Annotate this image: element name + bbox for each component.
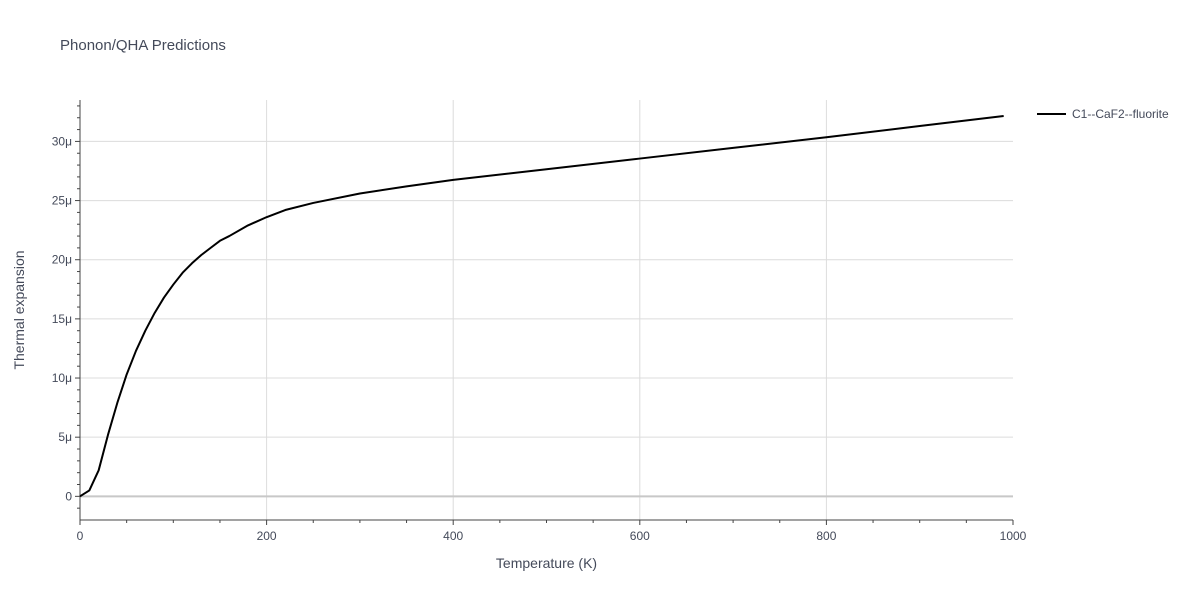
grid	[80, 100, 1013, 520]
y-tick-label: 15μ	[52, 312, 72, 326]
x-tick-label: 400	[443, 529, 463, 543]
chart-title: Phonon/QHA Predictions	[60, 37, 226, 54]
plot-area	[79, 114, 1004, 498]
axes: 0 200 400 600 800 1000 0 5μ 10μ 15μ 20μ 25μ 30μ	[52, 100, 1027, 543]
x-tick-label: 800	[816, 529, 836, 543]
y-axis-title: Thermal expansion	[11, 250, 27, 369]
x-tick-label: 200	[257, 529, 277, 543]
x-tick-label: 600	[630, 529, 650, 543]
legend-label: C1--CaF2--fluorite	[1072, 107, 1169, 121]
y-tick-label: 5μ	[58, 430, 72, 444]
x-tick-label: 0	[77, 529, 84, 543]
x-tick-label: 1000	[1000, 529, 1027, 543]
y-tick-label: 0	[65, 489, 72, 503]
y-tick-label: 20μ	[52, 253, 72, 267]
y-tick-label: 30μ	[52, 134, 72, 148]
series-line[interactable]	[79, 114, 1004, 498]
legend[interactable]: C1--CaF2--fluorite	[1037, 107, 1169, 121]
y-tick-label: 25μ	[52, 194, 72, 208]
y-tick-label: 10μ	[52, 371, 72, 385]
x-axis-title: Temperature (K)	[496, 555, 597, 571]
